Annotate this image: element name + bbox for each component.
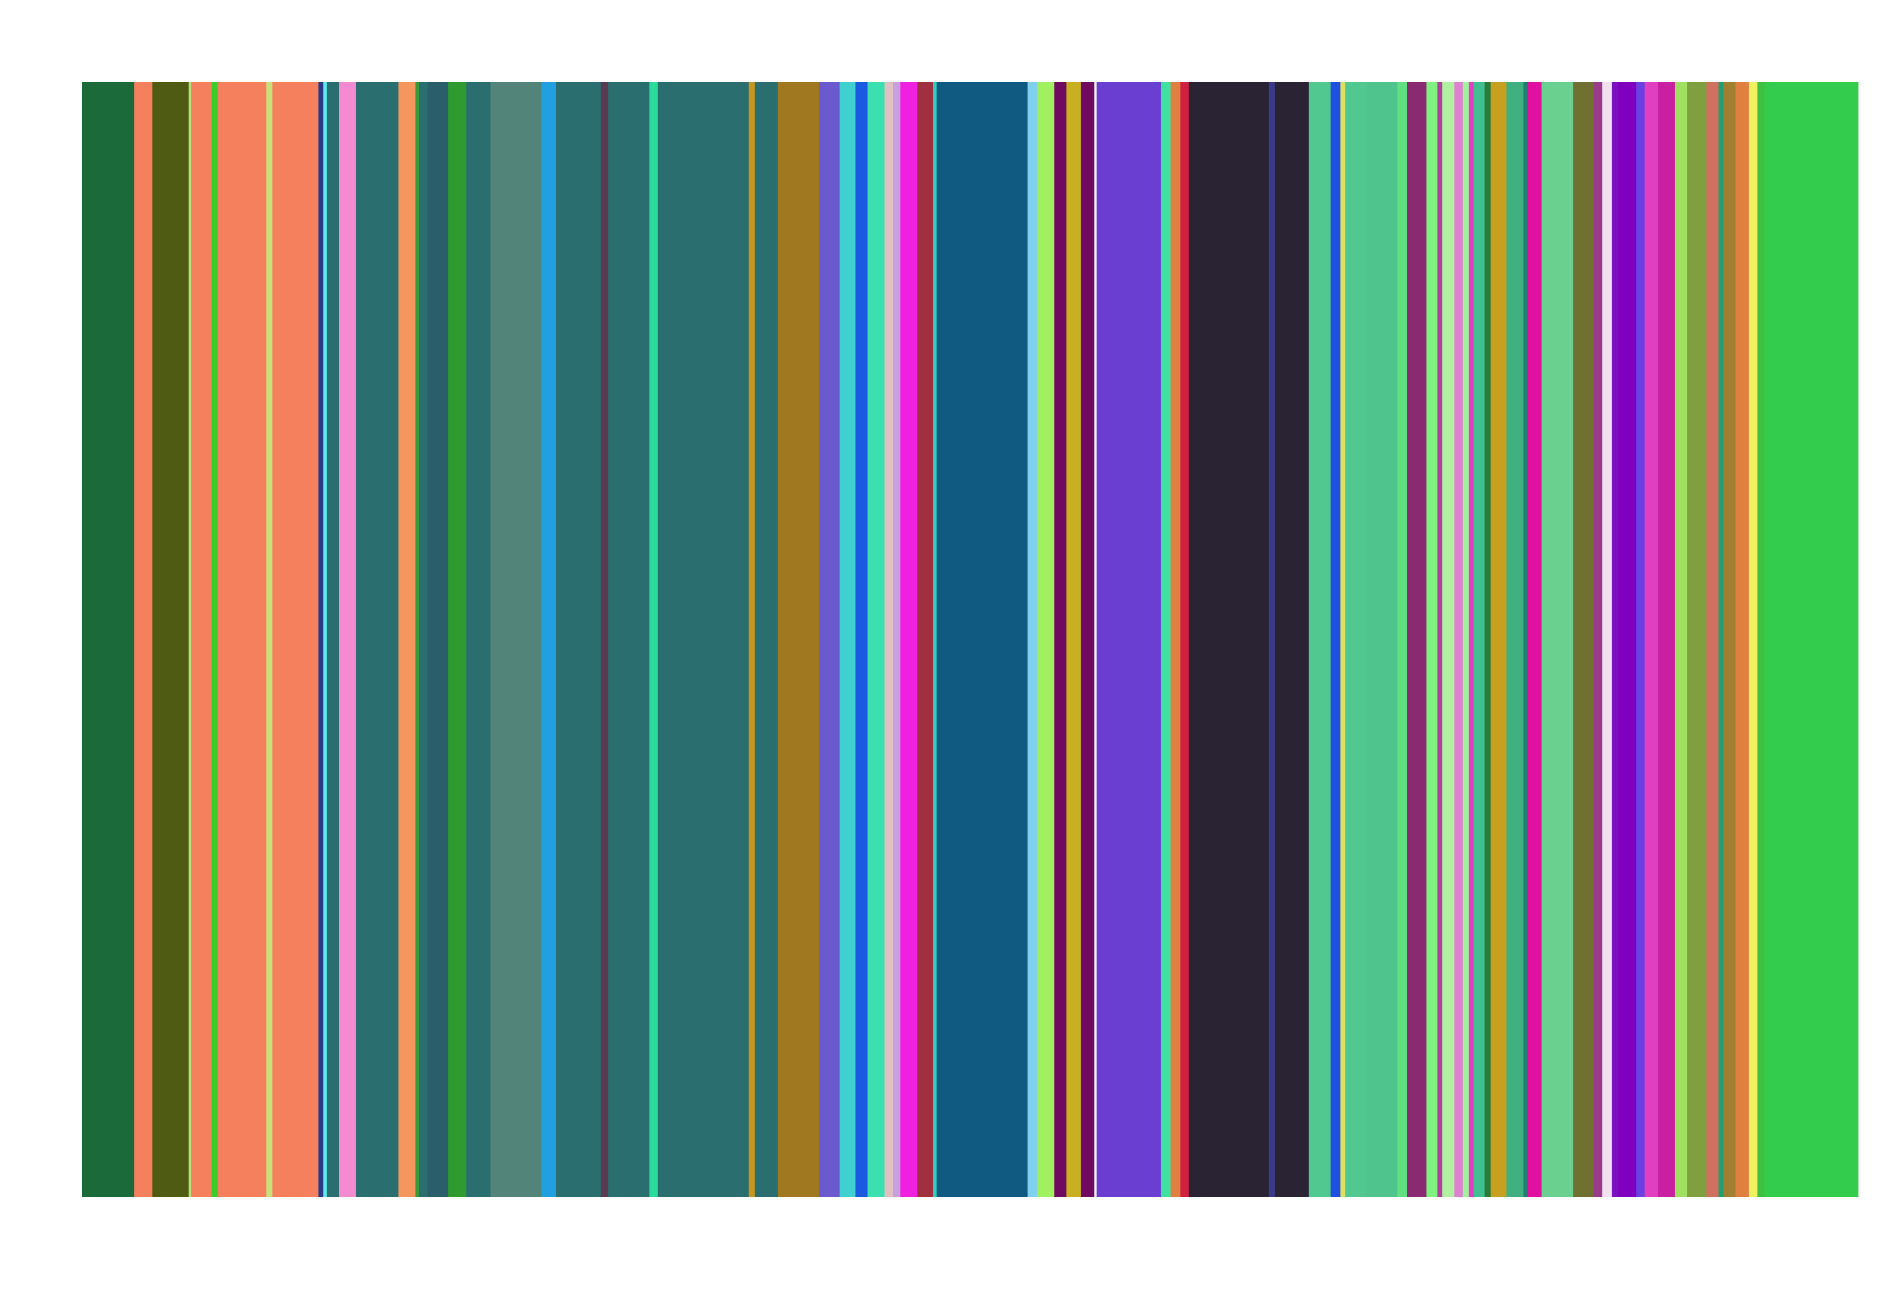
stripe <box>1027 82 1038 1197</box>
stripe <box>1054 82 1067 1197</box>
stripe <box>323 82 328 1197</box>
stripe <box>819 82 841 1197</box>
stripe <box>191 82 213 1197</box>
stripe <box>82 82 135 1197</box>
stripe <box>1573 82 1595 1197</box>
stripe <box>419 82 428 1197</box>
stripe <box>933 82 938 1197</box>
stripe <box>1764 82 1859 1197</box>
stripe <box>1735 82 1750 1197</box>
stripe <box>1180 82 1190 1197</box>
stripe <box>415 82 420 1197</box>
stripe <box>1365 82 1398 1197</box>
stripe <box>1687 82 1707 1197</box>
stripe <box>1644 82 1659 1197</box>
stripe <box>1541 82 1574 1197</box>
stripe <box>448 82 467 1197</box>
stripe <box>1268 82 1276 1197</box>
stripe <box>1066 82 1082 1197</box>
stripe <box>1454 82 1464 1197</box>
stripe <box>608 82 650 1197</box>
stripe <box>541 82 557 1197</box>
stripe <box>839 82 856 1197</box>
stripe <box>1462 82 1470 1197</box>
stripe <box>1484 82 1492 1197</box>
stripe <box>649 82 659 1197</box>
stripe <box>893 82 901 1197</box>
stripe <box>1345 82 1367 1197</box>
stripe <box>326 82 340 1197</box>
stripe <box>1611 82 1619 1197</box>
stripe <box>1706 82 1719 1197</box>
stripe <box>427 82 449 1197</box>
stripe <box>1170 82 1181 1197</box>
stripe <box>1442 82 1455 1197</box>
stripe <box>1468 82 1475 1197</box>
stripe <box>936 82 1028 1197</box>
stripe <box>1160 82 1172 1197</box>
stripe <box>884 82 894 1197</box>
stripe <box>1274 82 1310 1197</box>
stripe <box>917 82 934 1197</box>
stripe <box>134 82 153 1197</box>
stripe <box>754 82 779 1197</box>
stripe <box>1094 82 1098 1197</box>
stripe <box>777 82 820 1197</box>
stripe <box>1437 82 1443 1197</box>
stripe <box>900 82 918 1197</box>
stripe <box>339 82 357 1197</box>
stripe <box>1674 82 1688 1197</box>
stripe <box>152 82 190 1197</box>
stripe <box>867 82 885 1197</box>
stripe <box>1037 82 1055 1197</box>
stripe <box>217 82 267 1197</box>
stripe <box>600 82 609 1197</box>
stripe <box>855 82 868 1197</box>
stripe <box>657 82 750 1197</box>
stripe <box>1473 82 1486 1197</box>
stripe <box>1330 82 1341 1197</box>
stripe <box>1308 82 1332 1197</box>
stripe <box>1657 82 1676 1197</box>
stripe <box>1527 82 1542 1197</box>
stripe <box>188 82 192 1197</box>
stripe <box>748 82 756 1197</box>
stripe <box>1636 82 1646 1197</box>
stripe <box>1523 82 1528 1197</box>
stripe <box>1593 82 1603 1197</box>
stripe <box>266 82 273 1197</box>
stripe <box>272 82 319 1197</box>
stripe <box>1748 82 1758 1197</box>
stripe <box>1397 82 1408 1197</box>
stripe <box>398 82 416 1197</box>
stripe <box>1723 82 1736 1197</box>
stripe <box>1617 82 1637 1197</box>
stripe <box>1757 82 1766 1197</box>
stripe <box>490 82 542 1197</box>
stripe <box>1506 82 1524 1197</box>
stripe <box>466 82 491 1197</box>
stripe <box>1426 82 1438 1197</box>
stripe <box>556 82 602 1197</box>
stripe <box>1490 82 1507 1197</box>
stripe <box>1096 82 1162 1197</box>
stripe <box>1080 82 1095 1197</box>
stripe <box>1340 82 1346 1197</box>
stripe <box>1718 82 1724 1197</box>
stripe <box>1407 82 1427 1197</box>
stripe <box>211 82 219 1197</box>
stripe <box>1602 82 1613 1197</box>
stripe <box>355 82 399 1197</box>
stripe <box>318 82 324 1197</box>
stripe <box>1188 82 1270 1197</box>
